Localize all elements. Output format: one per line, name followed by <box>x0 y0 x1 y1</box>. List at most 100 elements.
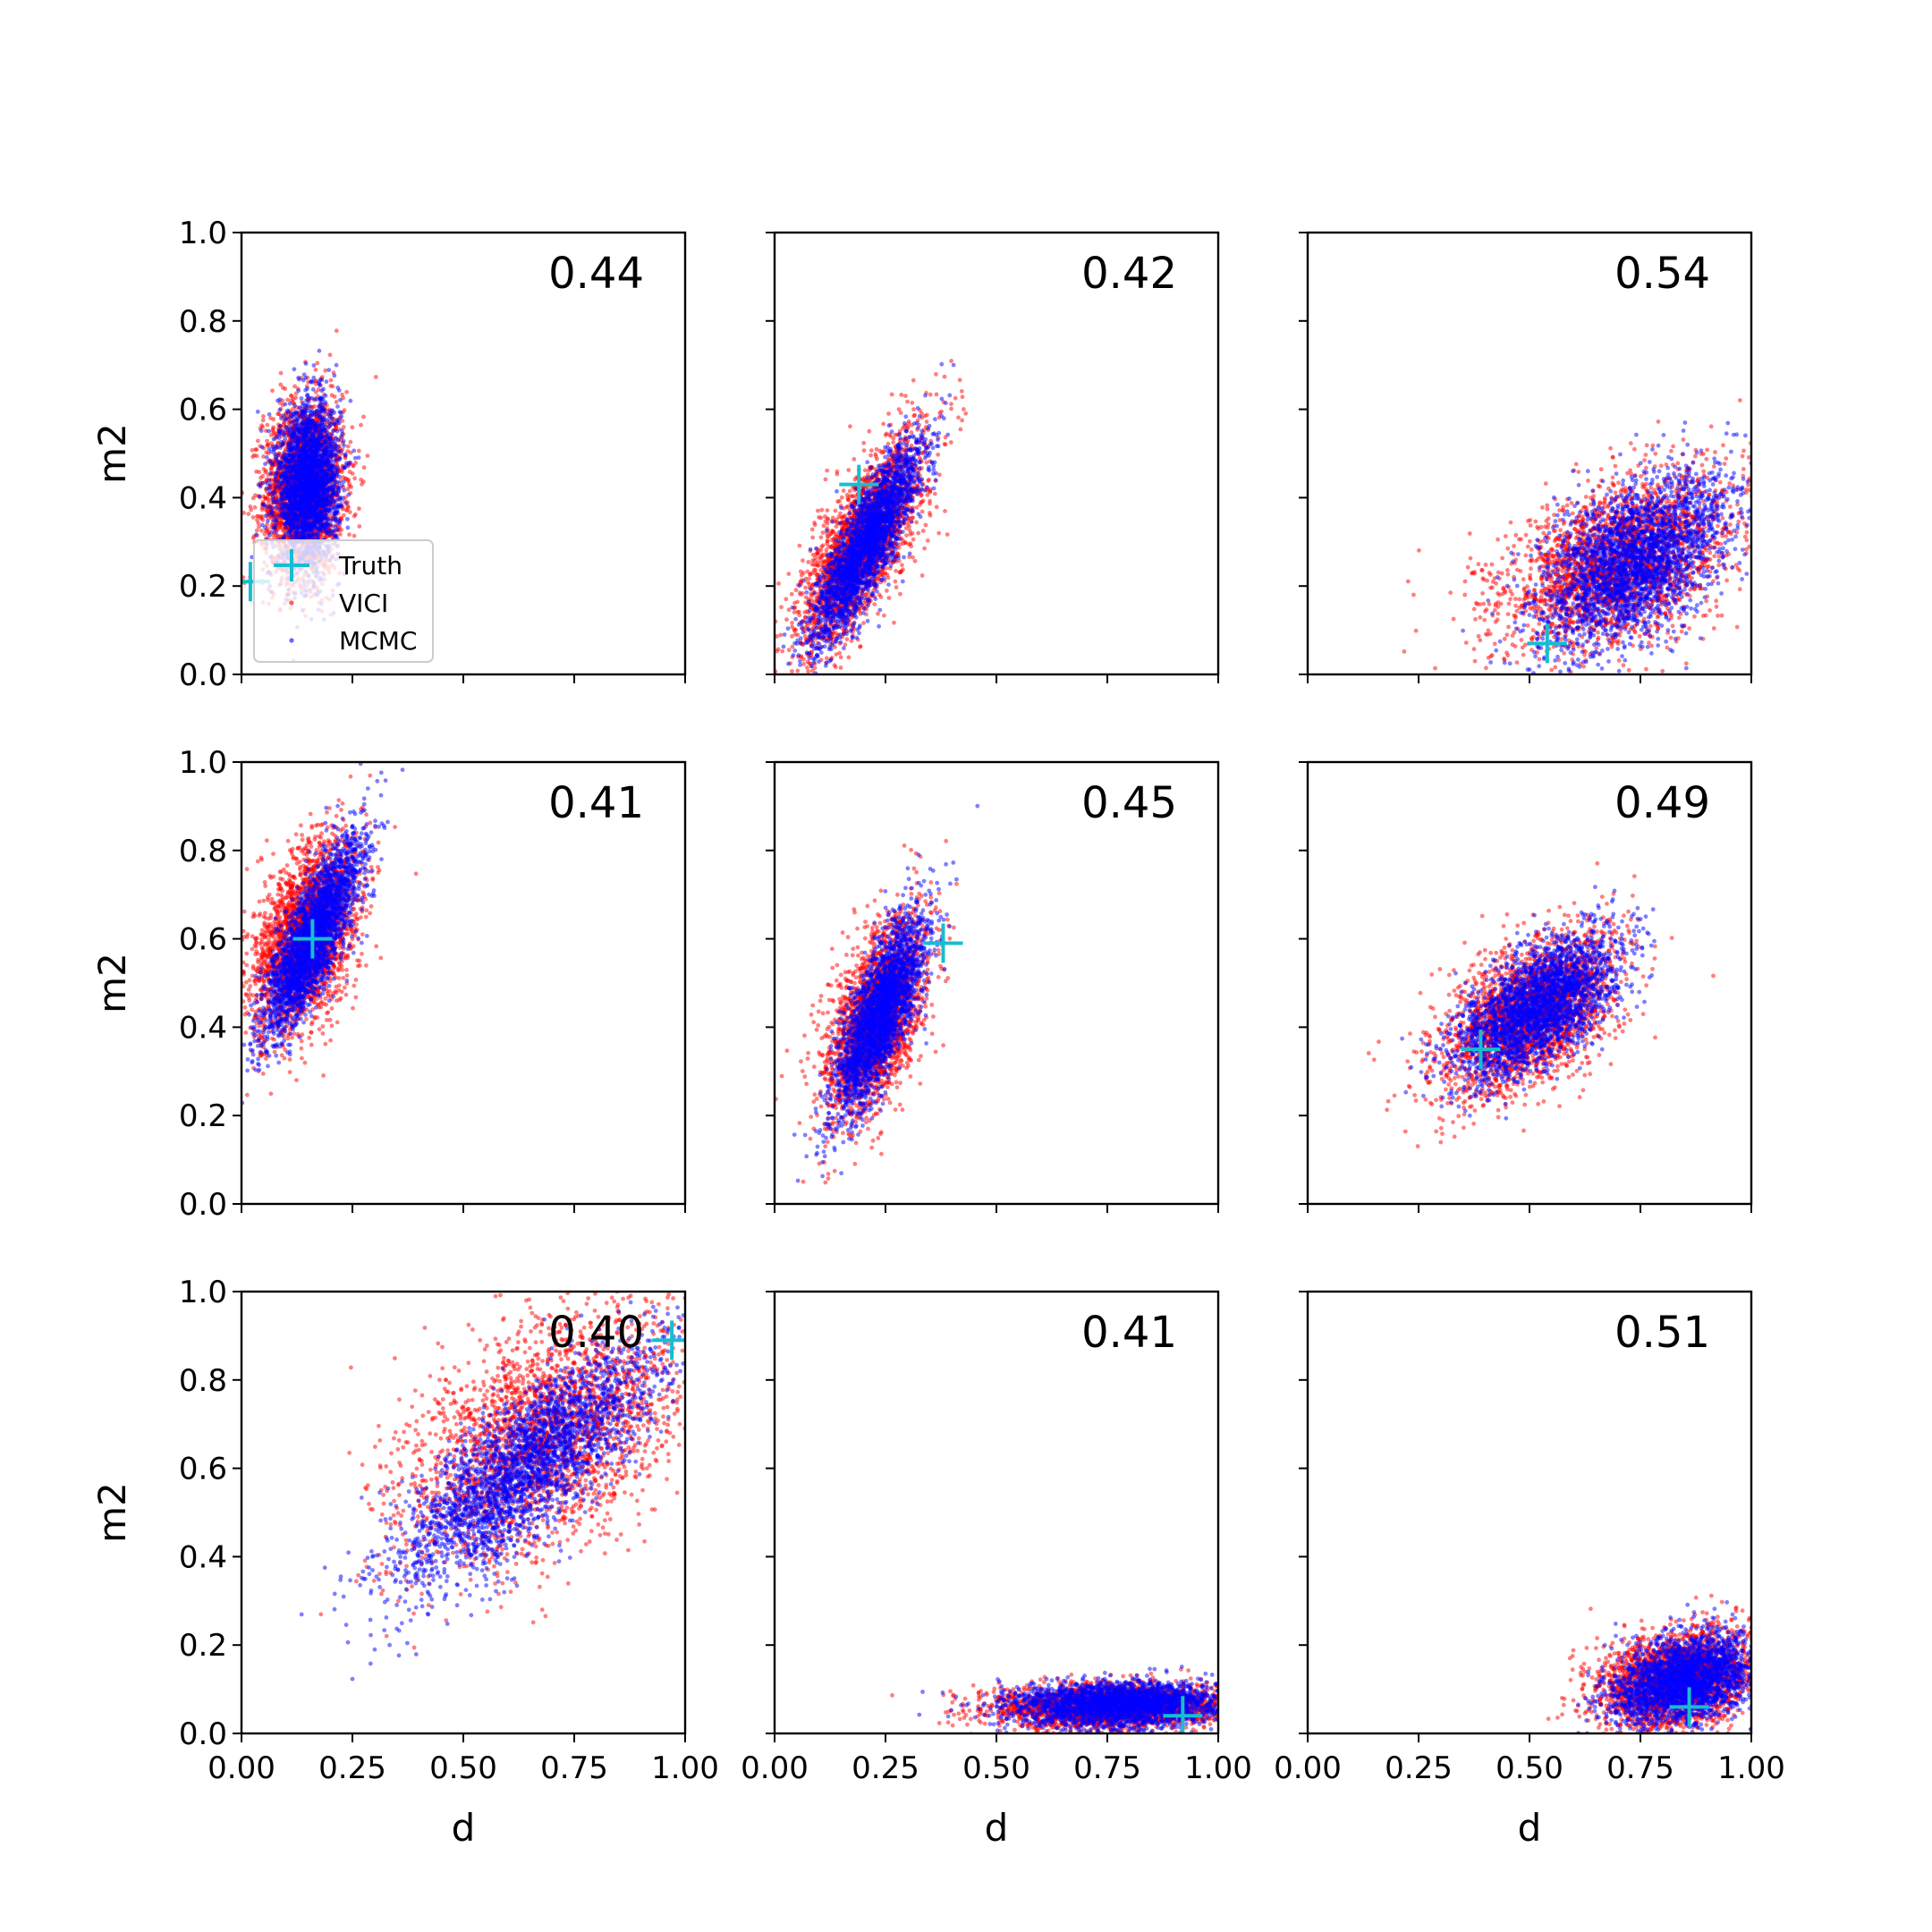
mcmc-series-point <box>294 419 300 423</box>
mcmc-series-point <box>296 435 301 440</box>
mcmc-series-point <box>292 460 297 464</box>
mcmc-series-point <box>288 471 292 476</box>
vici-series-point <box>256 438 260 444</box>
vici-series-point <box>261 414 266 419</box>
vici-series-point <box>334 400 339 404</box>
mcmc-series-point <box>311 375 317 380</box>
mcmc-series-point <box>334 497 339 503</box>
mcmc-series-point <box>294 506 300 511</box>
mcmc-series-point <box>335 428 340 434</box>
mcmc-series-point <box>338 397 343 402</box>
mcmc-series-point <box>334 457 339 462</box>
vici-series-point <box>285 397 290 402</box>
mcmc-series-point <box>259 522 265 528</box>
mcmc-series-point <box>274 444 278 448</box>
mcmc-series-point <box>335 479 340 485</box>
mcmc-series-point <box>269 530 275 535</box>
mcmc-series-point <box>260 480 265 486</box>
mcmc-series-point <box>286 452 292 457</box>
vici-series-point <box>253 493 258 498</box>
mcmc-series-point <box>303 413 309 419</box>
mcmc-series-point <box>255 409 260 414</box>
vici-series-point <box>250 515 256 520</box>
mcmc-series-point <box>290 484 295 489</box>
mcmc-series-point <box>303 361 309 366</box>
vici-series-point <box>323 368 328 373</box>
vici-series-point <box>360 482 364 487</box>
vici-series-point <box>249 507 254 513</box>
mcmc-series-point <box>273 522 278 528</box>
mcmc-series-point <box>301 372 307 377</box>
mcmc-series-point <box>314 408 319 413</box>
mcmc-series-point <box>287 475 292 480</box>
vici-series-point <box>250 454 255 460</box>
mcmc-series-point <box>308 438 312 444</box>
vici-series-point <box>338 532 343 537</box>
mcmc-series-point <box>282 432 286 437</box>
vici-series-point <box>352 533 357 538</box>
vici-series-point <box>248 504 253 509</box>
vici-series-point <box>316 387 321 392</box>
mcmc-series-point <box>284 425 289 429</box>
vici-series-point <box>273 511 278 516</box>
mcmc-series-point <box>352 448 357 453</box>
mcmc-series-point <box>318 383 322 388</box>
mcmc-series-point <box>295 425 301 430</box>
vici-series-point <box>359 422 363 428</box>
mcmc-series-point <box>267 428 271 434</box>
mcmc-series-point <box>339 434 343 439</box>
vici-series-point <box>246 512 251 516</box>
vici-series-point <box>292 384 297 389</box>
mcmc-series-point <box>335 468 340 473</box>
mcmc-series-point <box>294 441 300 445</box>
mcmc-series-point <box>338 449 343 453</box>
mcmc-series-point <box>320 423 326 428</box>
mcmc-series-point <box>283 521 287 527</box>
mcmc-series-point <box>335 419 340 423</box>
vici-series-point <box>327 352 333 358</box>
mcmc-series-point <box>322 458 326 462</box>
mcmc-series-point <box>337 474 342 479</box>
vici-series-point <box>348 450 353 455</box>
vici-series-point <box>344 389 349 394</box>
mcmc-series-point <box>332 483 336 488</box>
mcmc-series-point <box>328 440 334 445</box>
mcmc-series-point <box>317 348 322 353</box>
vici-series-point <box>344 507 350 513</box>
mcmc-series-point <box>325 436 330 442</box>
vici-series-point <box>254 453 259 459</box>
mcmc-series-point <box>280 442 285 447</box>
vici-series-point <box>348 439 353 445</box>
mcmc-series-point <box>268 449 274 454</box>
mcmc-series-point <box>305 477 310 481</box>
mcmc-series-point <box>295 463 301 469</box>
mcmc-series-point <box>263 513 268 519</box>
mcmc-series-point <box>276 462 281 468</box>
mcmc-series-point <box>323 521 328 526</box>
mcmc-series-point <box>322 462 327 466</box>
mcmc-series-point <box>305 386 310 391</box>
mcmc-series-point <box>338 497 343 503</box>
mcmc-series-point <box>324 379 329 385</box>
mcmc-series-point <box>323 527 328 531</box>
vici-series-point <box>257 524 261 530</box>
mcmc-series-point <box>277 397 283 402</box>
mcmc-series-point <box>332 529 336 533</box>
mcmc-series-point <box>282 461 286 465</box>
vici-series-point <box>268 433 274 437</box>
vici-series-point <box>278 370 284 376</box>
mcmc-series-point <box>340 428 344 433</box>
vici-series-point <box>254 447 259 452</box>
mcmc-series-point <box>330 516 335 521</box>
mcmc-series-point <box>276 431 282 436</box>
vici-series-point <box>264 450 269 455</box>
mcmc-series-point <box>343 453 348 458</box>
mcmc-series-point <box>301 419 307 424</box>
vici-series-point <box>254 528 259 533</box>
vici-series-point <box>282 421 286 426</box>
mcmc-series-point <box>296 388 301 394</box>
mcmc-series-point <box>326 368 332 372</box>
vici-series-point <box>275 411 281 417</box>
mcmc-series-point <box>303 376 309 380</box>
mcmc-series-point <box>328 454 334 459</box>
